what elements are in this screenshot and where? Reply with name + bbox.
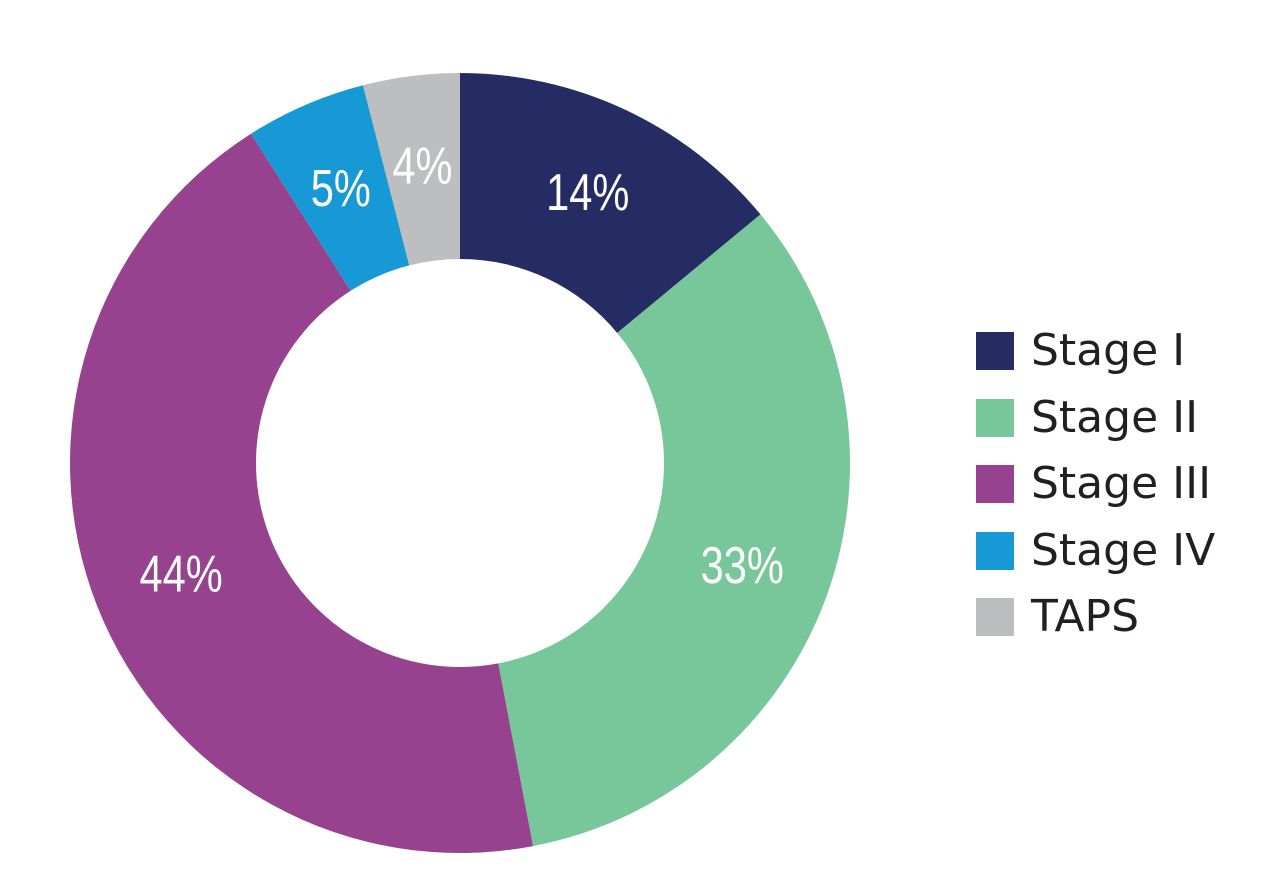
- legend-item-taps: TAPS: [976, 584, 1215, 651]
- slice-label-stage-ii: 33%: [701, 535, 784, 594]
- legend-swatch: [976, 332, 1014, 371]
- slice-label-stage-i: 14%: [546, 162, 629, 221]
- legend-label: Stage II: [1031, 391, 1199, 443]
- legend-item-stage-iv: Stage IV: [976, 518, 1215, 585]
- slice-stage-iii: [70, 133, 534, 854]
- legend-item-stage-ii: Stage II: [976, 385, 1215, 452]
- legend-swatch: [976, 398, 1014, 437]
- slice-stage-ii: [498, 214, 850, 847]
- legend: Stage I Stage II Stage III Stage IV TAPS: [976, 318, 1215, 651]
- legend-item-stage-i: Stage I: [976, 318, 1215, 385]
- slice-label-stage-iii: 44%: [139, 544, 222, 603]
- legend-swatch: [976, 531, 1014, 570]
- legend-label: Stage I: [1031, 325, 1186, 377]
- legend-swatch: [976, 465, 1014, 504]
- legend-label: Stage III: [1031, 458, 1212, 510]
- slice-label-stage-iv: 5%: [311, 158, 371, 217]
- legend-swatch: [976, 598, 1014, 637]
- legend-label: TAPS: [1031, 591, 1140, 643]
- slice-taps: [363, 73, 460, 266]
- legend-item-stage-iii: Stage III: [976, 451, 1215, 518]
- donut-slices: [70, 73, 850, 854]
- donut-slice-labels: 14% 33% 44% 5% 4%: [139, 136, 783, 603]
- legend-label: Stage IV: [1031, 524, 1216, 576]
- slice-label-taps: 4%: [392, 136, 452, 195]
- slice-stage-i: [460, 73, 761, 333]
- slice-stage-iv: [251, 85, 410, 291]
